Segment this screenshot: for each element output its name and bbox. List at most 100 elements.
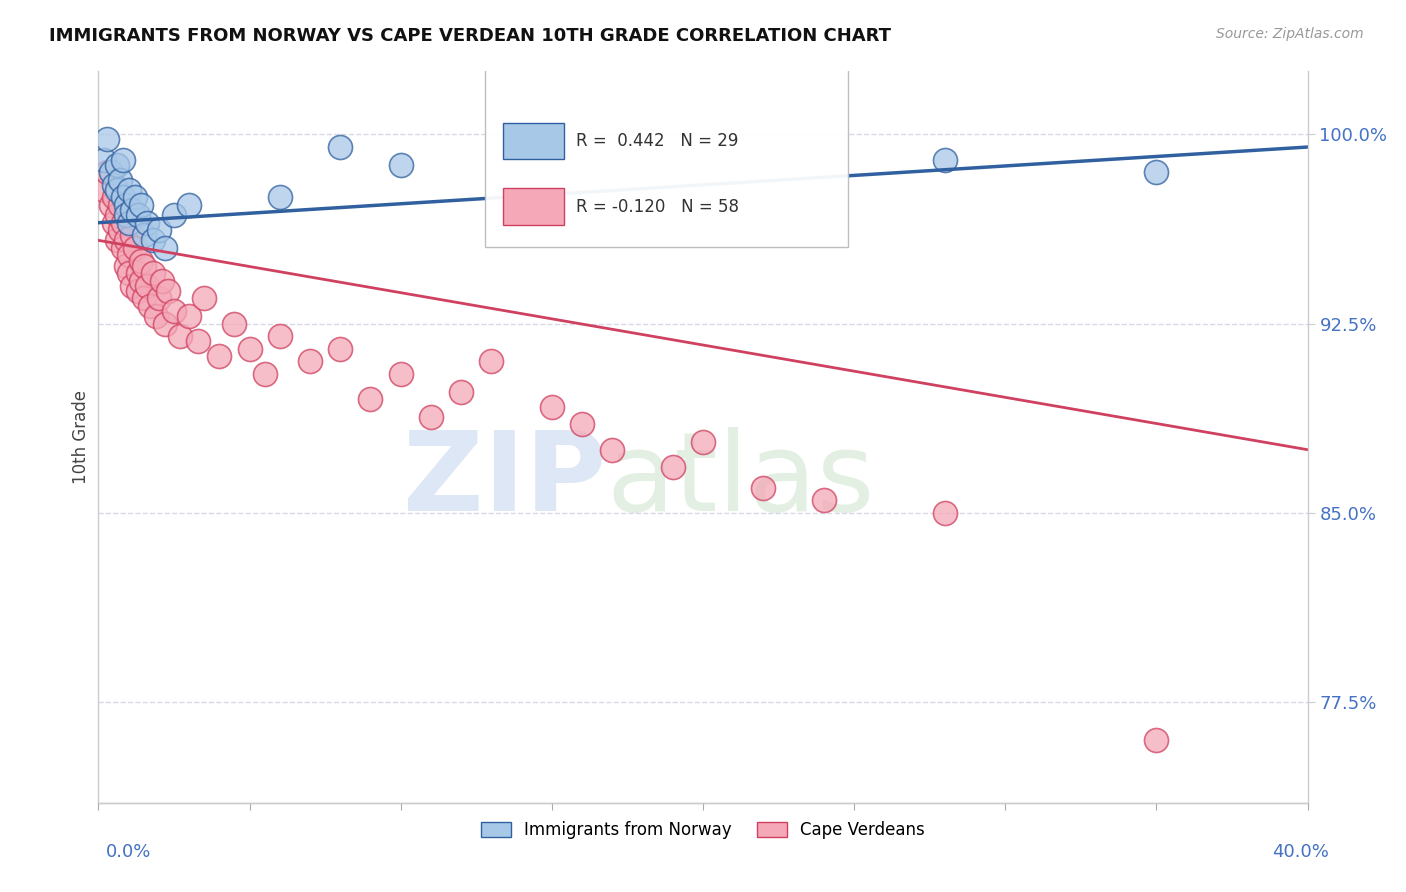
Point xyxy=(420,409,443,424)
Point xyxy=(156,284,179,298)
Point xyxy=(692,435,714,450)
Point xyxy=(132,291,155,305)
Point xyxy=(103,178,125,192)
Point xyxy=(127,284,149,298)
Point xyxy=(163,304,186,318)
Text: IMMIGRANTS FROM NORWAY VS CAPE VERDEAN 10TH GRADE CORRELATION CHART: IMMIGRANTS FROM NORWAY VS CAPE VERDEAN 1… xyxy=(49,27,891,45)
Point xyxy=(127,266,149,280)
FancyBboxPatch shape xyxy=(503,122,564,159)
Point xyxy=(118,183,141,197)
Point xyxy=(127,208,149,222)
Point xyxy=(105,183,128,197)
Point xyxy=(329,140,352,154)
Point xyxy=(96,132,118,146)
Point xyxy=(142,266,165,280)
Point xyxy=(114,208,136,222)
Point xyxy=(135,216,157,230)
Text: atlas: atlas xyxy=(606,427,875,534)
Point xyxy=(934,153,956,167)
Point xyxy=(1144,732,1167,747)
Point xyxy=(93,153,115,167)
Legend: Immigrants from Norway, Cape Verdeans: Immigrants from Norway, Cape Verdeans xyxy=(474,814,932,846)
Point xyxy=(114,233,136,247)
Point xyxy=(540,400,562,414)
Text: R =  0.442   N = 29: R = 0.442 N = 29 xyxy=(576,132,738,150)
Point xyxy=(105,158,128,172)
Point xyxy=(150,274,173,288)
Point xyxy=(111,216,134,230)
Point xyxy=(121,278,143,293)
Point xyxy=(148,223,170,237)
Point xyxy=(179,198,201,212)
Point xyxy=(142,233,165,247)
Point xyxy=(118,266,141,280)
Point xyxy=(389,158,412,172)
Point xyxy=(108,173,131,187)
Point xyxy=(105,233,128,247)
Point xyxy=(661,460,683,475)
Point xyxy=(208,350,231,364)
Point xyxy=(299,354,322,368)
Point xyxy=(269,190,291,204)
Point xyxy=(145,309,167,323)
Text: 40.0%: 40.0% xyxy=(1272,843,1329,861)
Point xyxy=(129,253,152,268)
Point xyxy=(153,241,176,255)
Point xyxy=(132,228,155,243)
Point xyxy=(389,367,412,381)
Text: 0.0%: 0.0% xyxy=(105,843,150,861)
Point xyxy=(114,198,136,212)
Point xyxy=(132,259,155,273)
Point xyxy=(934,506,956,520)
Point xyxy=(111,241,134,255)
Point xyxy=(100,165,122,179)
Point xyxy=(148,291,170,305)
Point xyxy=(1144,165,1167,179)
Point xyxy=(187,334,209,349)
Point xyxy=(139,299,162,313)
Y-axis label: 10th Grade: 10th Grade xyxy=(72,390,90,484)
Point xyxy=(124,190,146,204)
Point xyxy=(111,153,134,167)
Point xyxy=(108,198,131,212)
Point xyxy=(108,223,131,237)
Point xyxy=(121,203,143,218)
Point xyxy=(100,198,122,212)
Point xyxy=(179,309,201,323)
Point xyxy=(96,165,118,179)
Point xyxy=(329,342,352,356)
Point xyxy=(239,342,262,356)
Point xyxy=(752,481,775,495)
Point xyxy=(93,183,115,197)
Point xyxy=(111,190,134,204)
Point xyxy=(360,392,382,407)
Point xyxy=(602,442,624,457)
Point xyxy=(481,354,503,368)
Point xyxy=(129,198,152,212)
Point xyxy=(121,228,143,243)
Text: R = -0.120   N = 58: R = -0.120 N = 58 xyxy=(576,198,740,216)
Point xyxy=(269,329,291,343)
Point xyxy=(253,367,276,381)
Point xyxy=(118,216,141,230)
Point xyxy=(169,329,191,343)
FancyBboxPatch shape xyxy=(485,67,848,247)
Point xyxy=(135,278,157,293)
Point xyxy=(163,208,186,222)
Point xyxy=(193,291,215,305)
Point xyxy=(450,384,472,399)
FancyBboxPatch shape xyxy=(503,188,564,225)
Point xyxy=(105,208,128,222)
Point xyxy=(571,417,593,432)
Text: ZIP: ZIP xyxy=(404,427,606,534)
Point xyxy=(813,493,835,508)
Point xyxy=(114,259,136,273)
Point xyxy=(129,274,152,288)
Point xyxy=(153,317,176,331)
Point xyxy=(124,241,146,255)
Point xyxy=(103,190,125,204)
Text: Source: ZipAtlas.com: Source: ZipAtlas.com xyxy=(1216,27,1364,41)
Point xyxy=(118,248,141,262)
Point xyxy=(103,216,125,230)
Point xyxy=(224,317,246,331)
